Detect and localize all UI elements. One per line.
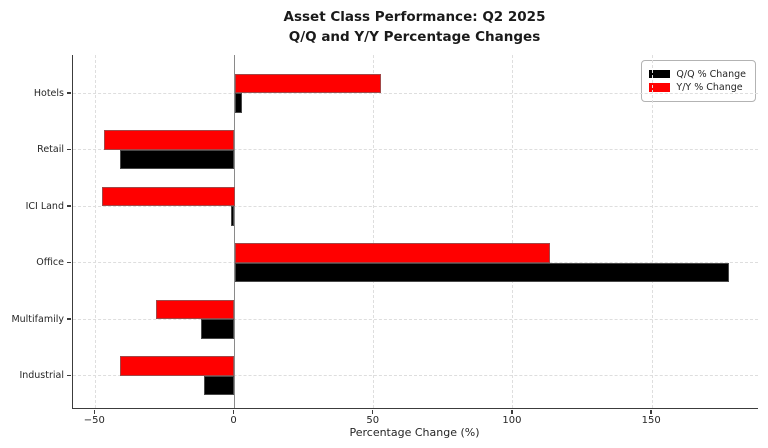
bar-y-y-change-industrial [119,356,235,376]
bar-q-q-change-office [234,262,729,282]
v-gridline-50 [94,55,96,408]
h-gridline-ici-land [73,205,758,207]
legend-swatch-q-q-change [649,69,671,79]
bar-y-y-change-hotels [234,73,381,93]
h-gridline-retail [73,149,758,150]
x-axis-label: Percentage Change (%) [349,426,480,439]
bar-y-y-change-retail [104,130,235,150]
y-tick-label-hotels: Hotels [33,87,64,99]
zero-line [233,55,236,408]
legend-label-y-y-change: Y/Y % Change [676,82,743,93]
y-tick-hotels [67,92,71,94]
v-gridline-100 [512,55,514,408]
legend-label-q-q-change: Q/Q % Change [676,68,746,80]
x-tick-label-150: 150 [641,415,661,426]
chart-title-line2: Q/Q and Y/Y Percentage Changes [288,29,541,46]
legend-item-y-y-change: Y/Y % Change [649,82,746,93]
v-gridline-150 [651,55,653,408]
chart-title-line1: Asset Class Performance: Q2 2025 [283,9,546,25]
y-tick-label-multifamily: Multifamily [11,313,64,325]
y-tick-label-office: Office [36,257,64,268]
h-gridline-hotels [73,92,758,94]
legend-swatch-y-y-change [649,83,671,92]
y-tick-label-industrial: Industrial [19,370,64,381]
x-tick-50 [372,409,374,414]
bar-q-q-change-ici-land [231,206,235,226]
y-tick-label-retail: Retail [37,144,64,155]
bar-q-q-change-hotels [234,93,242,113]
bar-q-q-change-retail [119,149,235,169]
x-tick-0 [232,409,235,414]
plot-area: Q/Q % Change Y/Y % Change [72,55,758,409]
x-tick-label-50: −50 [83,415,105,426]
y-tick-label-ici-land: ICI Land [25,200,64,212]
y-tick-multifamily [67,318,71,320]
v-gridline-50 [373,55,375,408]
x-tick-label-100: 100 [502,415,522,426]
legend: Q/Q % Change Y/Y % Change [641,60,756,102]
x-tick-100 [511,409,513,414]
h-gridline-industrial [73,375,758,376]
y-tick-retail [67,148,71,151]
bar-y-y-change-office [234,243,550,263]
x-tick-50 [93,409,95,414]
x-tick-label-0: 0 [230,415,237,426]
x-tick-label-50: 50 [366,415,380,426]
bar-q-q-change-industrial [204,375,235,395]
y-tick-office [67,261,71,264]
bar-y-y-change-multifamily [155,299,235,319]
x-tick-150 [650,409,652,414]
y-tick-ici-land [67,205,71,207]
y-tick-industrial [67,374,71,377]
legend-item-q-q-change: Q/Q % Change [649,69,746,80]
bar-y-y-change-ici-land [102,186,235,206]
bar-q-q-change-multifamily [201,319,235,339]
chart-title: Asset Class Performance: Q2 2025 Q/Q and… [72,7,757,48]
h-gridline-multifamily [73,318,758,320]
